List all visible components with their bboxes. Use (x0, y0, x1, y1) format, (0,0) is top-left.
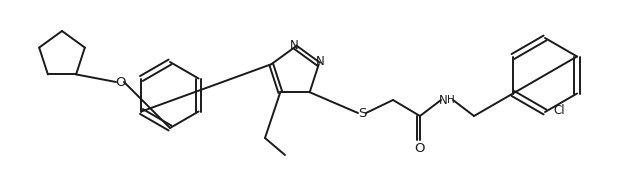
Text: O: O (415, 141, 426, 154)
Text: N: N (315, 55, 324, 68)
Text: N: N (290, 39, 298, 51)
Text: Cl: Cl (553, 103, 564, 116)
Text: S: S (358, 107, 366, 120)
Text: H: H (447, 95, 455, 105)
Text: N: N (439, 93, 447, 107)
Text: O: O (115, 75, 125, 89)
